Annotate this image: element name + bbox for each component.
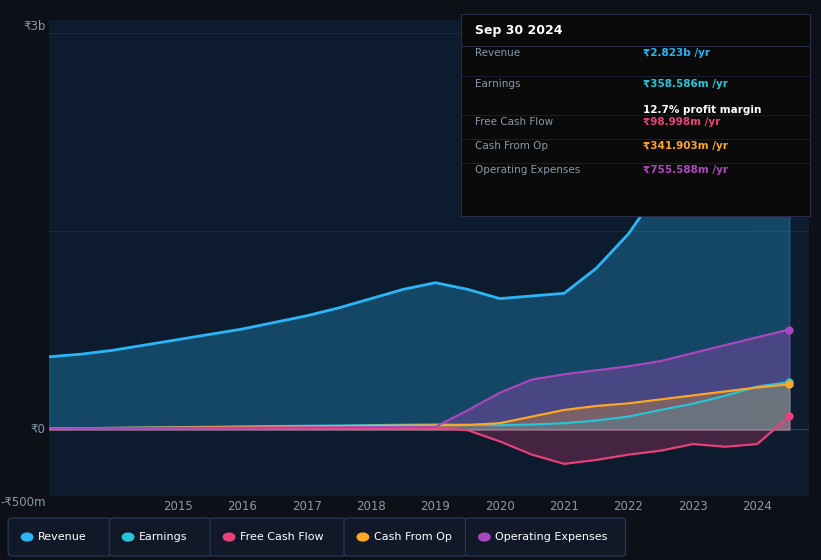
Text: Cash From Op: Cash From Op [374, 532, 452, 542]
Text: -₹500m: -₹500m [0, 496, 45, 508]
Text: ₹3b: ₹3b [23, 20, 45, 33]
Text: Operating Expenses: Operating Expenses [475, 165, 580, 175]
Text: 12.7% profit margin: 12.7% profit margin [643, 105, 761, 115]
Text: Free Cash Flow: Free Cash Flow [475, 117, 553, 127]
Text: ₹755.588m /yr: ₹755.588m /yr [643, 165, 728, 175]
Text: ₹358.586m /yr: ₹358.586m /yr [643, 78, 727, 88]
Text: Free Cash Flow: Free Cash Flow [240, 532, 323, 542]
Text: Earnings: Earnings [139, 532, 187, 542]
Text: Revenue: Revenue [475, 48, 521, 58]
Text: ₹0: ₹0 [30, 423, 45, 436]
Text: Revenue: Revenue [38, 532, 86, 542]
Text: Earnings: Earnings [475, 78, 521, 88]
Text: Sep 30 2024: Sep 30 2024 [475, 24, 563, 37]
Text: Operating Expenses: Operating Expenses [495, 532, 608, 542]
Text: Cash From Op: Cash From Op [475, 141, 548, 151]
Text: ₹98.998m /yr: ₹98.998m /yr [643, 117, 720, 127]
Text: ₹2.823b /yr: ₹2.823b /yr [643, 48, 710, 58]
Text: ₹341.903m /yr: ₹341.903m /yr [643, 141, 727, 151]
Bar [757, 20, 809, 496]
